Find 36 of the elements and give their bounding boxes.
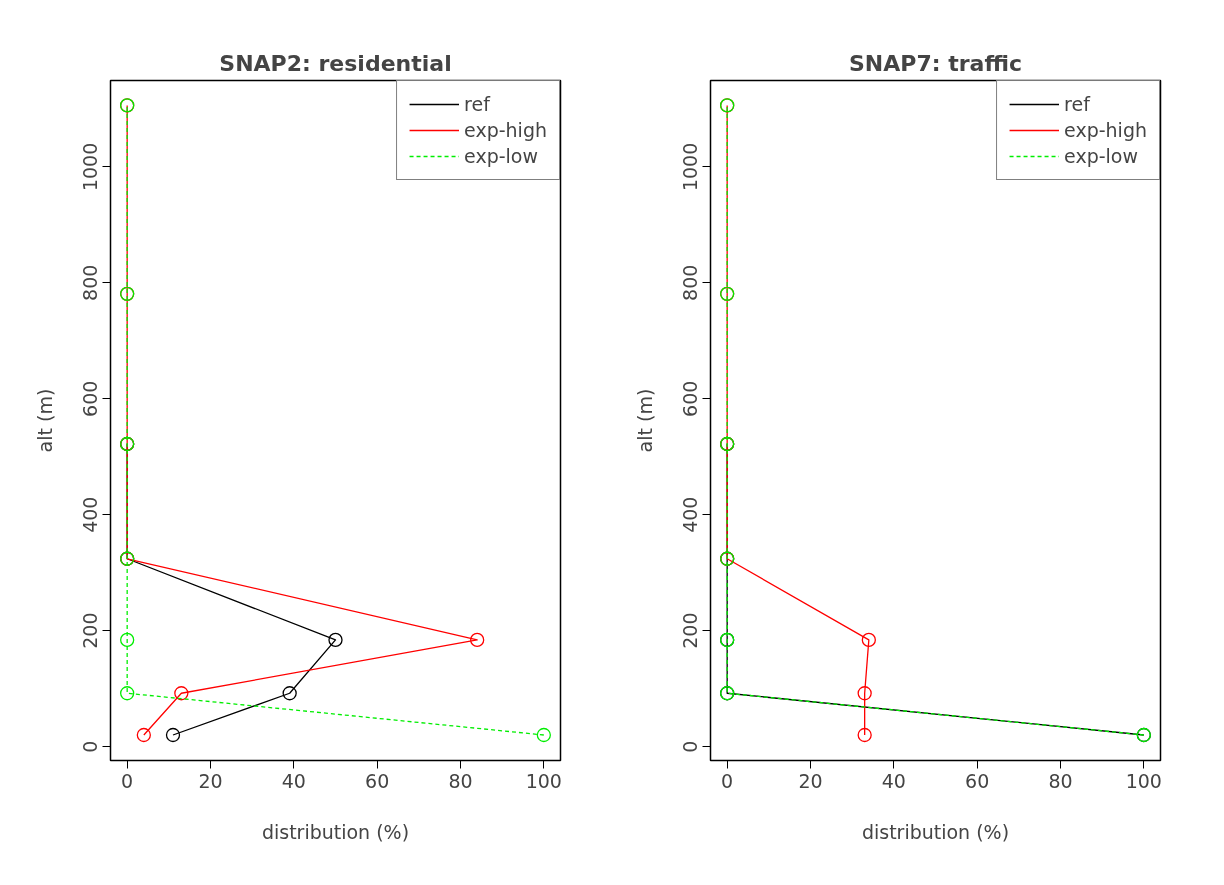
- y-axis-title: alt (m): [633, 388, 656, 453]
- legend-label: exp-low: [464, 145, 539, 167]
- x-axis-title: distribution (%): [861, 820, 1010, 843]
- y-tick-label: 0: [679, 740, 702, 753]
- y-axis-title: alt (m): [33, 388, 56, 453]
- chart-title: SNAP2: residential: [219, 50, 452, 76]
- x-axis-title: distribution (%): [261, 820, 410, 843]
- y-tick-label: 600: [79, 380, 102, 417]
- x-tick-label: 40: [281, 769, 306, 792]
- y-tick-label: 200: [79, 612, 102, 649]
- chart-title: SNAP7: traffic: [849, 50, 1022, 76]
- y-tick-label: 400: [79, 496, 102, 533]
- x-tick-label: 20: [798, 769, 823, 792]
- legend-label: exp-high: [1064, 119, 1147, 141]
- x-tick-label: 0: [121, 769, 134, 792]
- y-tick-label: 800: [679, 264, 702, 301]
- x-tick-label: 0: [721, 769, 734, 792]
- legend-label: ref: [464, 93, 490, 115]
- legend-label: ref: [1064, 93, 1090, 115]
- x-tick-label: 80: [1048, 769, 1073, 792]
- x-tick-label: 40: [881, 769, 906, 792]
- y-tick-label: 800: [79, 264, 102, 301]
- x-tick-label: 20: [198, 769, 223, 792]
- x-tick-label: 60: [365, 769, 390, 792]
- x-tick-label: 80: [448, 769, 473, 792]
- x-tick-label: 100: [525, 769, 562, 792]
- y-tick-label: 200: [679, 612, 702, 649]
- y-tick-label: 1000: [79, 142, 102, 192]
- legend-label: exp-low: [1064, 145, 1139, 167]
- legend-label: exp-high: [464, 119, 547, 141]
- y-tick-label: 600: [679, 380, 702, 417]
- y-tick-label: 1000: [679, 142, 702, 192]
- y-tick-label: 0: [79, 740, 102, 753]
- x-tick-label: 100: [1125, 769, 1162, 792]
- x-tick-label: 60: [965, 769, 990, 792]
- y-tick-label: 400: [679, 496, 702, 533]
